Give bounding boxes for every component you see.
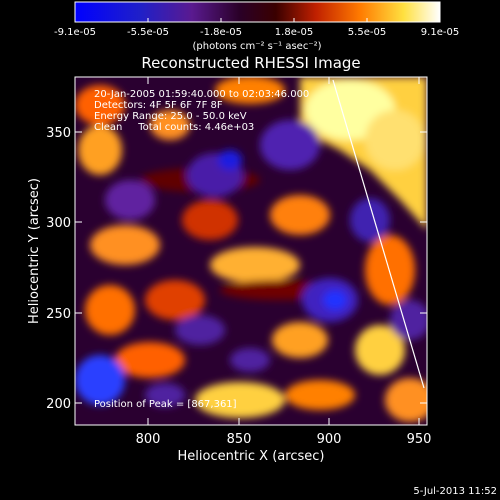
y-tick-label: 300 [46, 216, 71, 231]
y-tick-label: 250 [46, 307, 71, 322]
colorbar-tick-label: 9.1e-05 [421, 27, 459, 38]
annotation-detectors: Detectors: 4F 5F 6F 7F 8F [94, 100, 223, 111]
annotation-peak-position: Position of Peak = [867,361] [94, 399, 237, 410]
x-tick-label: 900 [317, 432, 342, 447]
colorbar-units: (photons cm⁻² s⁻¹ asec⁻²) [192, 41, 321, 52]
footer-timestamp: 5-Jul-2013 11:52 [413, 486, 497, 497]
y-tick-label: 200 [46, 397, 71, 412]
x-tick-label: 950 [407, 432, 432, 447]
colorbar-tick-label: 1.8e-05 [275, 27, 313, 38]
rhessi-image [75, 77, 427, 425]
annotation-time-range: 20-Jan-2005 01:59:40.000 to 02:03:46.000 [94, 89, 309, 100]
x-tick-label: 800 [136, 432, 161, 447]
colorbar-tick-labels: -9.1e-05 -5.5e-05 -1.8e-05 1.8e-05 5.5e-… [54, 27, 459, 38]
solar-limb-line [332, 79, 425, 389]
x-axis-label: Heliocentric X (arcsec) [178, 449, 325, 464]
y-axis-label: Heliocentric Y (arcsec) [27, 178, 42, 324]
annotation-energy-range: Energy Range: 25.0 - 50.0 keV [94, 111, 247, 122]
plot-frame [74, 76, 428, 426]
colorbar-tick-label: -9.1e-05 [54, 27, 96, 38]
y-tick-label: 350 [46, 126, 71, 141]
colorbar-ticks [74, 18, 441, 22]
colorbar-gradient [74, 1, 441, 23]
annotation-method-counts: Clean Total counts: 4.46e+03 [94, 122, 254, 133]
colorbar-tick-label: 5.5e-05 [348, 27, 386, 38]
plot-title: Reconstructed RHESSI Image [141, 54, 360, 72]
colorbar-tick-label: -1.8e-05 [200, 27, 242, 38]
colorbar-tick-label: -5.5e-05 [127, 27, 169, 38]
x-tick-label: 850 [227, 432, 252, 447]
x-ticks [147, 77, 420, 425]
y-ticks [75, 131, 427, 404]
